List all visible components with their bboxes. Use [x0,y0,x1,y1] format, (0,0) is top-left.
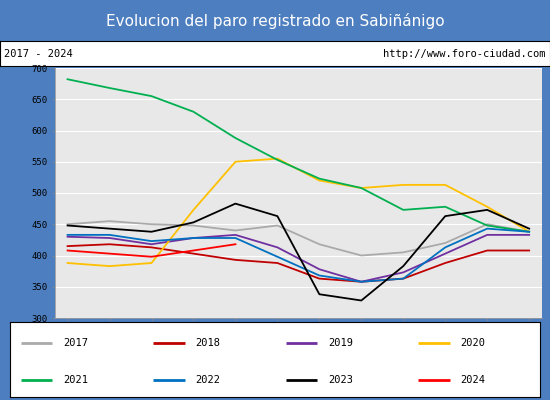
Text: 2023: 2023 [328,375,353,385]
Text: 2019: 2019 [328,338,353,348]
Text: 2024: 2024 [460,375,486,385]
Text: 2021: 2021 [63,375,88,385]
Text: 2018: 2018 [195,338,221,348]
Text: http://www.foro-ciudad.com: http://www.foro-ciudad.com [383,49,546,59]
Text: 2022: 2022 [195,375,221,385]
Text: 2017 - 2024: 2017 - 2024 [4,49,73,59]
Text: 2020: 2020 [460,338,486,348]
Text: 2017: 2017 [63,338,88,348]
Text: Evolucion del paro registrado en Sabiñánigo: Evolucion del paro registrado en Sabiñán… [106,13,444,29]
